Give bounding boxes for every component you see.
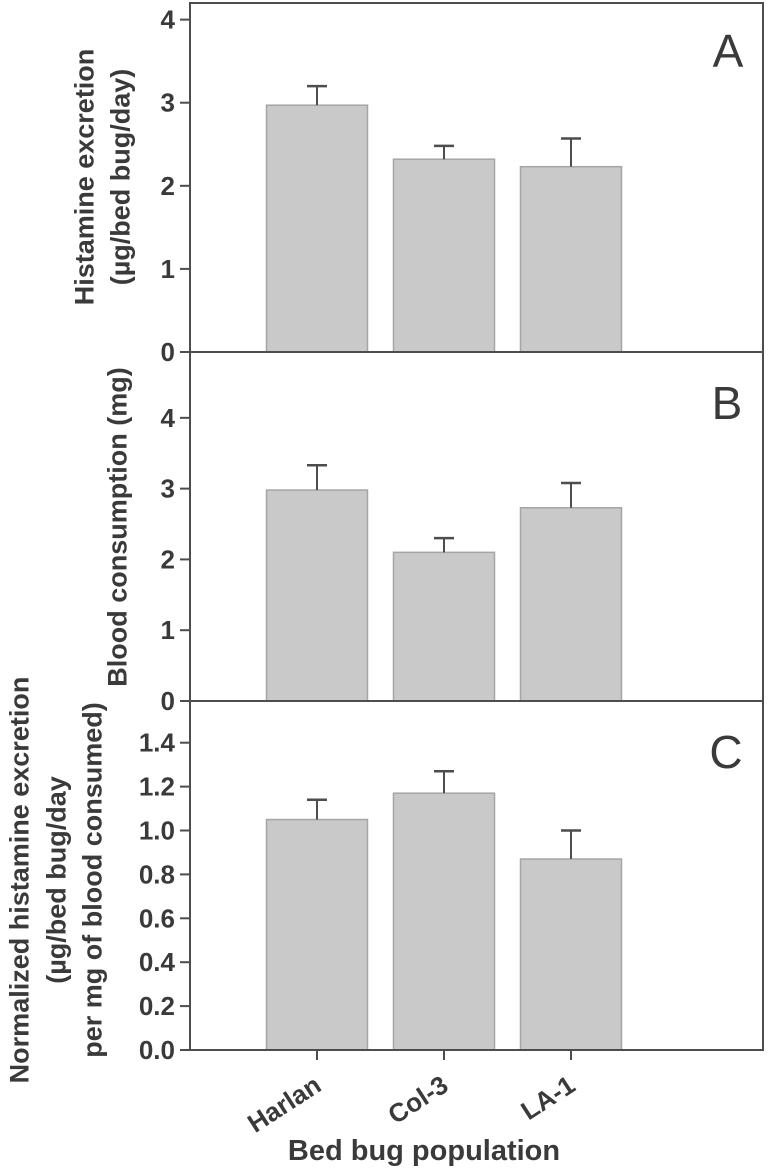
bar-a-harlan <box>265 104 369 353</box>
y-axis-title-c-line1: Normalized histamine excretion <box>4 676 35 1084</box>
y-tick-label-b: 3 <box>161 474 175 504</box>
bar-b-col-3 <box>392 551 496 702</box>
y-tick-label-b: 1 <box>161 615 175 645</box>
y-axis-title-a-line1: Histamine excretion <box>69 48 100 306</box>
y-tick-label-b: 0 <box>161 686 175 716</box>
bar-a-la-1 <box>519 165 623 353</box>
y-tick-label-a: 3 <box>161 88 175 118</box>
y-tick-label-c: 1.0 <box>139 816 175 846</box>
x-axis-title: Bed bug population <box>287 1135 561 1167</box>
bar-b-la-1 <box>519 506 623 702</box>
y-tick-label-a: 1 <box>161 254 175 284</box>
bar-b-harlan <box>265 489 369 702</box>
y-tick-label-c: 0.4 <box>139 947 176 977</box>
y-axis-title-b-line1: Blood consumption (mg) <box>102 367 133 687</box>
bar-a-col-3 <box>392 158 496 353</box>
y-axis-title-c-line3: per mg of blood consumed) <box>77 702 108 1058</box>
panel-label-b: B <box>711 377 743 429</box>
bar-c-la-1 <box>519 858 623 1051</box>
y-tick-label-b: 2 <box>161 544 175 574</box>
y-tick-label-a: 2 <box>161 171 175 201</box>
y-axis-title-a-line2: (µg/bed bug/day) <box>105 68 136 286</box>
y-tick-label-c: 1.4 <box>139 728 176 758</box>
y-tick-label-b: 4 <box>161 403 176 433</box>
panel-label-c: C <box>709 726 743 778</box>
y-tick-label-c: 0.2 <box>139 991 175 1021</box>
y-tick-label-c: 0.6 <box>139 903 175 933</box>
y-tick-label-c: 0.0 <box>139 1035 175 1065</box>
y-tick-label-a: 0 <box>161 337 175 367</box>
bar-c-harlan <box>265 818 369 1051</box>
y-tick-label-a: 4 <box>161 5 176 35</box>
y-tick-label-c: 1.2 <box>139 772 175 802</box>
y-tick-label-c: 0.8 <box>139 859 175 889</box>
y-axis-title-c-line2: (µg/bed bug/day <box>41 776 72 984</box>
bar-c-col-3 <box>392 792 496 1051</box>
panel-c-frame <box>189 700 764 1051</box>
panel-label-a: A <box>712 25 744 77</box>
